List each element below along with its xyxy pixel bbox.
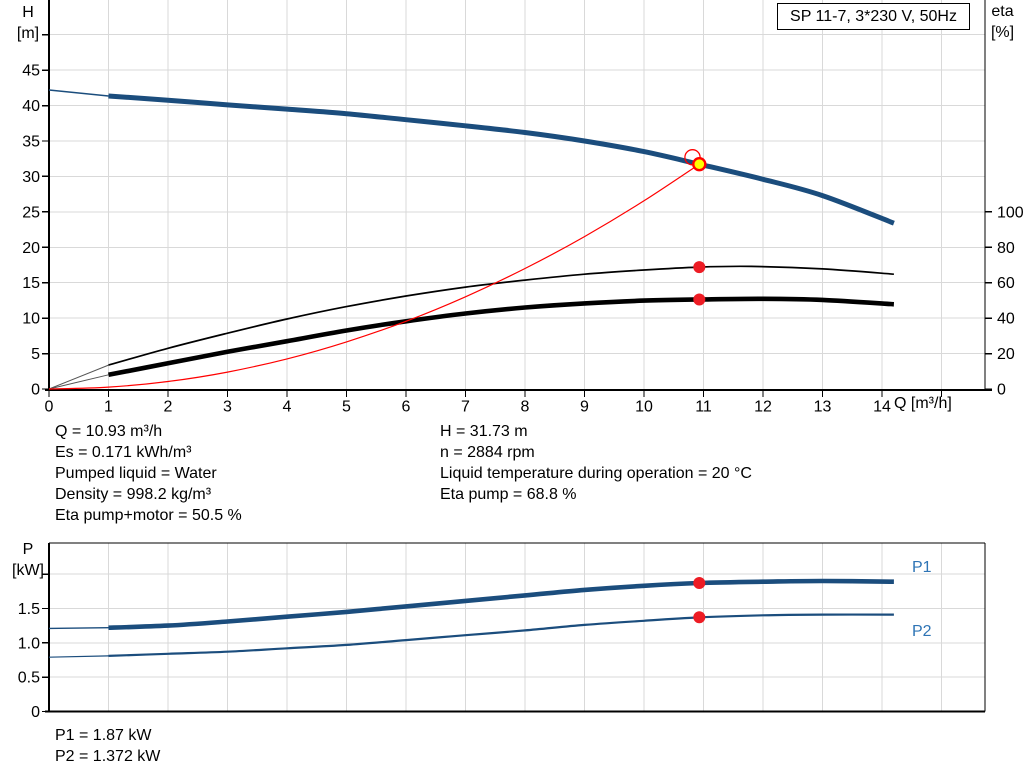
power-axes <box>42 542 986 713</box>
p-axis-label: P [kW] <box>6 539 50 581</box>
p2-curve-label: P2 <box>912 623 932 640</box>
eta-pump-motor-curve-lead <box>48 374 109 390</box>
h-axis-label-unit: [m] <box>16 25 40 42</box>
q-tick-label: 7 <box>461 399 470 416</box>
p-axis-label-symbol: P <box>22 541 34 558</box>
eta-axis-label: eta [%] <box>981 1 1024 43</box>
h-axis-label-symbol: H <box>22 4 34 21</box>
h-tick-label: 35 <box>22 134 40 151</box>
duty-flow-text: Q = 10.93 m³/h <box>55 423 163 440</box>
power-info: P1 = 1.87 kW P2 = 1.372 kW <box>55 725 160 767</box>
h-tick-label: 40 <box>22 98 40 115</box>
q-tick-label: 14 <box>873 399 891 416</box>
q-tick-label: 9 <box>580 399 589 416</box>
h-tick-label: 20 <box>22 240 40 257</box>
liquid-temperature-text: Liquid temperature during operation = 20… <box>440 465 752 482</box>
q-tick-label: 4 <box>283 399 292 416</box>
duty-info-right: H = 31.73 m n = 2884 rpm Liquid temperat… <box>440 421 752 505</box>
h-tick-label: 0 <box>31 382 40 399</box>
eta-pump-motor-curve <box>108 296 895 378</box>
power-grid <box>49 543 985 712</box>
system-curve <box>48 163 700 390</box>
hq-curves <box>48 89 895 390</box>
speed-text: n = 2884 rpm <box>440 444 535 461</box>
p1-point <box>693 577 706 589</box>
q-tick-label: 1 <box>104 399 113 416</box>
p1-curve-label: P1 <box>912 559 932 576</box>
power-curves: P1 P2 <box>48 559 932 658</box>
eta-axis-label-unit: [%] <box>990 24 1015 41</box>
p-axis-label-unit: [kW] <box>12 562 44 579</box>
eta-pump-point <box>693 261 706 274</box>
eta-pump-motor-point <box>693 293 706 306</box>
p2-value-text: P2 = 1.372 kW <box>55 748 161 765</box>
p1-curve <box>108 578 894 630</box>
h-tick-label: 30 <box>22 169 40 186</box>
p2-point <box>693 611 706 624</box>
power-chart: 0 0.5 1.0 1.5 P1 P2 <box>18 542 986 721</box>
eta-pump-curve-lead <box>48 364 109 390</box>
h-tick-label: 10 <box>22 311 40 328</box>
h-tick-label: 25 <box>22 204 40 221</box>
duty-energy-text: Es = 0.171 kWh/m³ <box>55 444 192 461</box>
eta-tick-label: 0 <box>997 382 1006 399</box>
p-tick-label: 1.0 <box>18 635 40 652</box>
p1-value-text: P1 = 1.87 kW <box>55 727 152 744</box>
duty-head-text: H = 31.73 m <box>440 423 528 440</box>
p1-curve-lead <box>48 627 109 630</box>
h-q-curve <box>108 93 895 226</box>
q-tick-label: 13 <box>814 399 832 416</box>
p2-curve-lead <box>48 655 109 658</box>
eta-tick-label: 40 <box>997 311 1015 328</box>
eta-tick-label: 100 <box>997 204 1024 221</box>
duty-info-left: Q = 10.93 m³/h Es = 0.171 kWh/m³ Pumped … <box>55 421 242 526</box>
pump-title-box: SP 11-7, 3*230 V, 50Hz <box>777 3 970 30</box>
h-q-curve-lead <box>48 89 109 97</box>
q-tick-label: 5 <box>342 399 351 416</box>
q-tick-label: 2 <box>164 399 173 416</box>
q-tick-label: 12 <box>754 399 772 416</box>
q-tick-label: 11 <box>695 399 712 416</box>
q-tick-label: 0 <box>45 399 54 416</box>
eta-pump-curve <box>108 265 894 366</box>
q-tick-label: 3 <box>223 399 232 416</box>
p-tick-label: 0 <box>31 704 40 721</box>
h-tick-label: 5 <box>31 346 40 363</box>
eta-tick-label: 60 <box>997 275 1015 292</box>
eta-axis-label-symbol: eta <box>991 3 1014 20</box>
q-tick-label: 6 <box>402 399 411 416</box>
q-tick-label: 10 <box>635 399 653 416</box>
h-tick-label: 45 <box>22 63 40 80</box>
hq-grid <box>49 0 985 390</box>
p-tick-label: 1.5 <box>18 601 40 618</box>
q-axis-label: Q [m³/h] <box>894 395 952 412</box>
hq-axes <box>42 0 992 397</box>
q-tick-label: 8 <box>521 399 530 416</box>
pump-title-text: SP 11-7, 3*230 V, 50Hz <box>790 7 957 25</box>
eta-pump-text: Eta pump = 68.8 % <box>440 486 577 503</box>
pumped-liquid-text: Pumped liquid = Water <box>55 465 217 482</box>
eta-tick-label: 80 <box>997 240 1015 257</box>
p2-curve <box>108 613 894 657</box>
density-text: Density = 998.2 kg/m³ <box>55 486 212 503</box>
duty-point <box>692 156 707 172</box>
eta-pump-motor-text: Eta pump+motor = 50.5 % <box>55 507 242 524</box>
h-tick-label: 15 <box>22 275 40 292</box>
eta-tick-label: 20 <box>997 346 1015 363</box>
p-tick-label: 0.5 <box>18 670 40 687</box>
h-axis-label: H [m] <box>6 2 50 44</box>
